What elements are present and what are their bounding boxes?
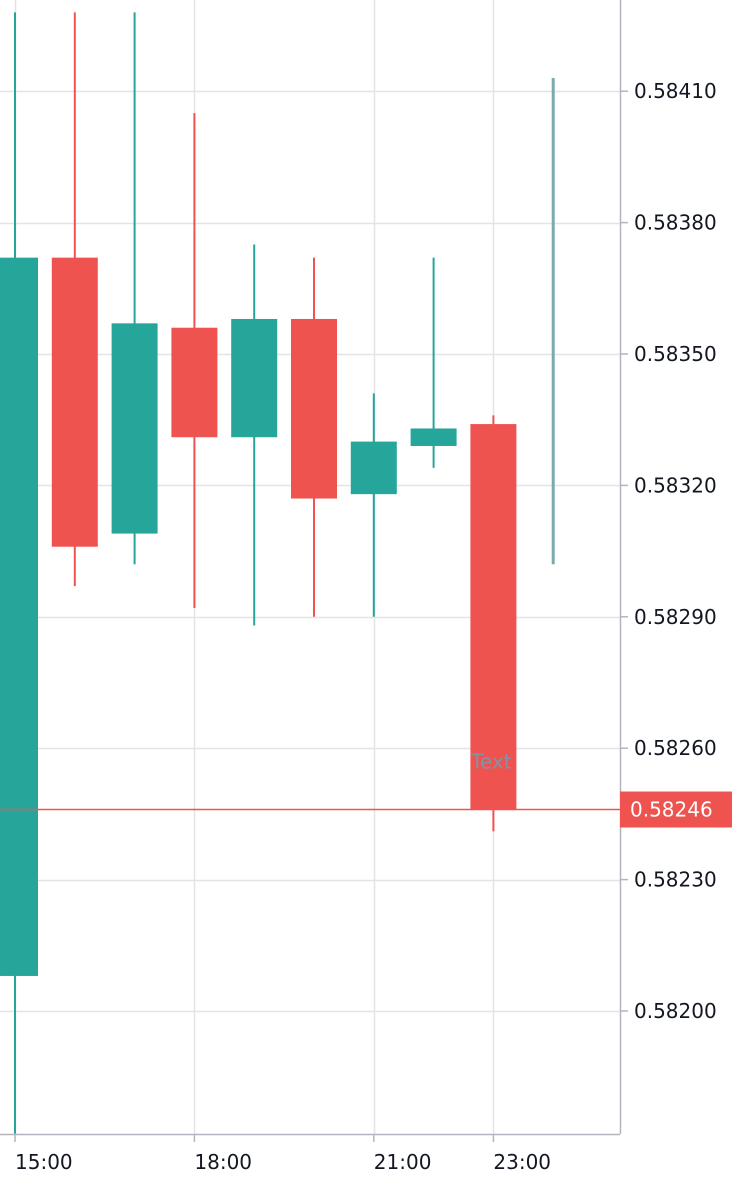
candle-body bbox=[410, 428, 457, 446]
x-tick-label: 15:00 bbox=[15, 1150, 73, 1174]
last-price-label: 0.58246 bbox=[630, 798, 713, 822]
candle-body bbox=[111, 323, 158, 534]
candle-body bbox=[0, 257, 38, 976]
y-tick-label: 0.58260 bbox=[634, 736, 717, 760]
candle[interactable] bbox=[410, 257, 457, 468]
candles bbox=[0, 12, 555, 1134]
candle[interactable] bbox=[291, 257, 337, 617]
annotation-text: Text bbox=[470, 749, 512, 773]
y-tick-label: 0.58380 bbox=[634, 211, 717, 235]
y-tick-label: 0.58410 bbox=[634, 79, 717, 103]
candle-body bbox=[231, 318, 278, 438]
y-tick-label: 0.58230 bbox=[634, 868, 717, 892]
candle[interactable] bbox=[51, 12, 98, 587]
last-price-box bbox=[620, 791, 732, 828]
x-tick-label: 21:00 bbox=[374, 1150, 432, 1174]
candle-body bbox=[291, 318, 337, 499]
candle[interactable] bbox=[470, 415, 517, 832]
y-tick-label: 0.58200 bbox=[634, 999, 717, 1023]
y-tick-label: 0.58320 bbox=[634, 473, 717, 497]
time-axis[interactable]: 15:00 18:00 21:00 23:00 bbox=[14, 1134, 551, 1174]
candle[interactable] bbox=[350, 393, 397, 617]
x-tick-label: 23:00 bbox=[493, 1150, 551, 1174]
y-tick-label: 0.58350 bbox=[634, 342, 717, 366]
candle-body bbox=[51, 257, 98, 547]
candle-body bbox=[470, 424, 517, 810]
x-tick-label: 18:00 bbox=[194, 1150, 252, 1174]
candle-body bbox=[171, 327, 218, 438]
candle[interactable] bbox=[111, 12, 158, 565]
last-price-badge: 0.58246 bbox=[620, 791, 732, 828]
candle[interactable] bbox=[231, 244, 278, 626]
candle[interactable] bbox=[171, 113, 218, 609]
y-tick-label: 0.58290 bbox=[634, 605, 717, 629]
gridlines bbox=[0, 0, 620, 1134]
candle[interactable] bbox=[0, 12, 38, 1134]
candle-body bbox=[350, 441, 397, 495]
price-axis[interactable]: 0.58200 0.58230 0.58260 0.58290 0.58320 0.583… bbox=[620, 79, 717, 1023]
